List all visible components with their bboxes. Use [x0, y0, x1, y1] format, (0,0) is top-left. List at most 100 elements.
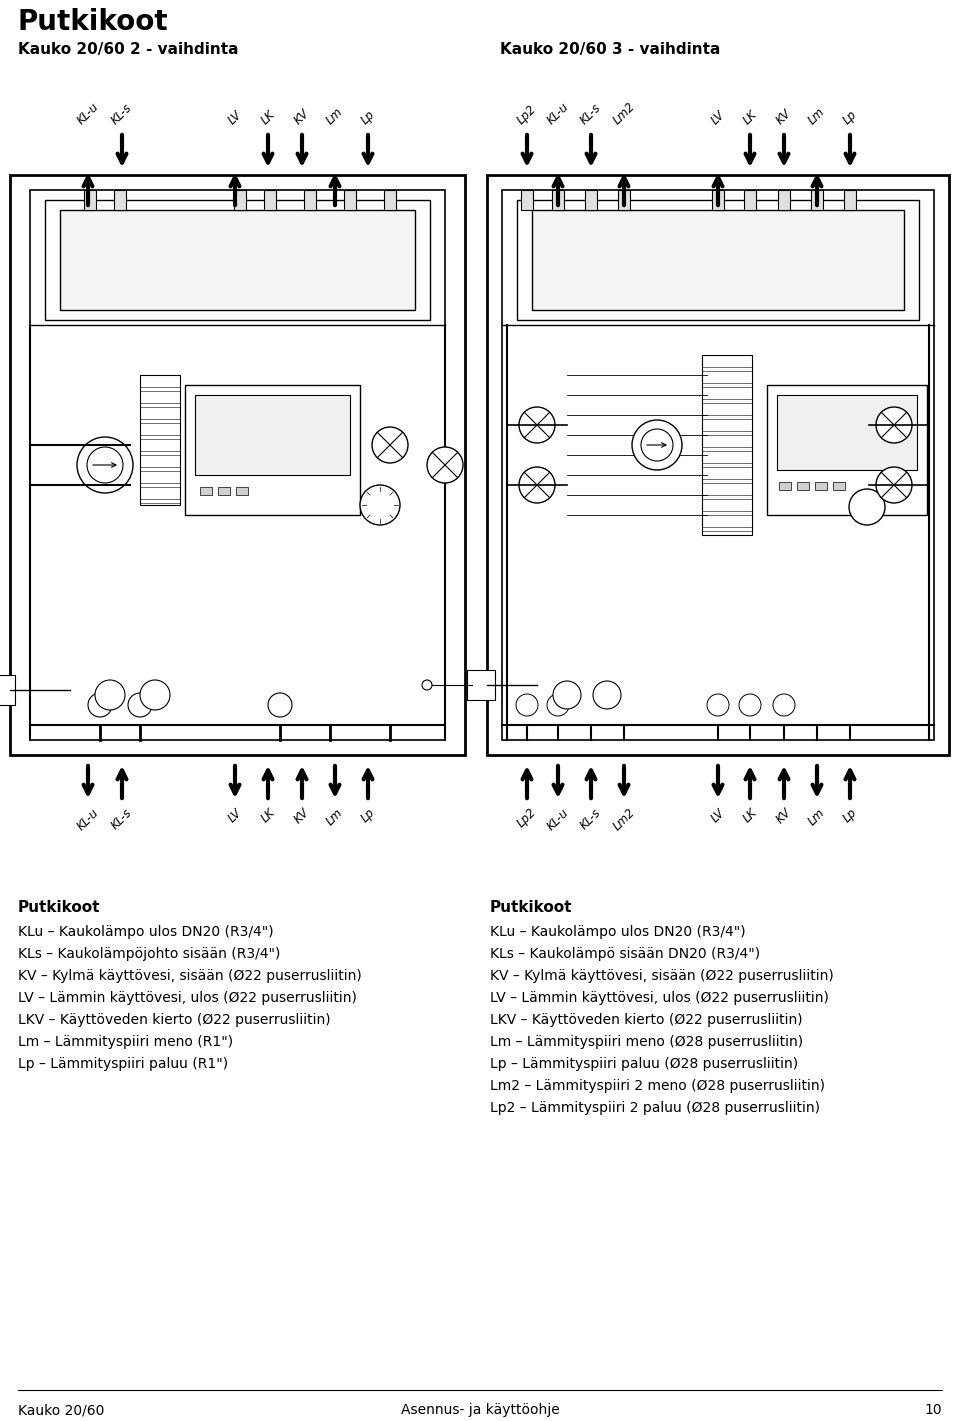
- Bar: [344, 190, 356, 210]
- Text: KLu – Kaukolämpo ulos DN20 (R3/4"): KLu – Kaukolämpo ulos DN20 (R3/4"): [18, 925, 274, 939]
- Text: LKV – Käyttöveden kierto (Ø22 puserrusliitin): LKV – Käyttöveden kierto (Ø22 puserrusli…: [490, 1013, 803, 1027]
- Text: KL-s: KL-s: [109, 101, 135, 126]
- Bar: [712, 190, 724, 210]
- Bar: [777, 395, 917, 470]
- Bar: [140, 375, 180, 504]
- Text: Kauko 20/60: Kauko 20/60: [18, 1403, 105, 1417]
- Bar: [502, 190, 934, 740]
- Circle shape: [876, 468, 912, 503]
- Text: KV: KV: [774, 107, 794, 126]
- Circle shape: [427, 448, 463, 483]
- Bar: [200, 487, 212, 495]
- Text: KV: KV: [292, 107, 312, 126]
- Circle shape: [95, 681, 125, 710]
- Text: LV: LV: [226, 806, 245, 824]
- Text: Lp2 – Lämmityspiiri 2 paluu (Ø28 puserrusliitin): Lp2 – Lämmityspiiri 2 paluu (Ø28 puserru…: [490, 1101, 820, 1115]
- Text: Lm2: Lm2: [611, 99, 637, 126]
- Text: KV – Kylmä käyttövesi, sisään (Ø22 puserrusliitin): KV – Kylmä käyttövesi, sisään (Ø22 puser…: [18, 969, 362, 983]
- Bar: [833, 482, 845, 490]
- Circle shape: [773, 693, 795, 716]
- Text: Lp – Lämmityspiiri paluu (Ø28 puserrusliitin): Lp – Lämmityspiiri paluu (Ø28 puserrusli…: [490, 1057, 798, 1071]
- Bar: [60, 210, 415, 310]
- Bar: [532, 210, 904, 310]
- Circle shape: [519, 406, 555, 443]
- Bar: [552, 190, 564, 210]
- Text: Lm – Lämmityspiiri meno (Ø28 puserrusliitin): Lm – Lämmityspiiri meno (Ø28 puserruslii…: [490, 1034, 804, 1049]
- Bar: [517, 200, 919, 320]
- Bar: [521, 190, 533, 210]
- Text: LK: LK: [740, 806, 759, 826]
- Text: Lm: Lm: [324, 806, 346, 828]
- Circle shape: [516, 693, 538, 716]
- Text: Kauko 20/60 3 - vaihdinta: Kauko 20/60 3 - vaihdinta: [500, 43, 720, 57]
- Circle shape: [128, 693, 152, 718]
- Text: LV: LV: [708, 108, 728, 126]
- Bar: [30, 190, 445, 740]
- Text: Lm2: Lm2: [611, 806, 637, 833]
- Bar: [185, 385, 360, 514]
- Text: Lm2 – Lämmityspiiri 2 meno (Ø28 puserrusliitin): Lm2 – Lämmityspiiri 2 meno (Ø28 puserrus…: [490, 1079, 825, 1093]
- Bar: [384, 190, 396, 210]
- Text: KL-s: KL-s: [109, 806, 135, 831]
- Text: Lm – Lämmityspiiri meno (R1"): Lm – Lämmityspiiri meno (R1"): [18, 1034, 233, 1049]
- Text: KL-u: KL-u: [544, 806, 571, 833]
- Circle shape: [593, 681, 621, 709]
- Text: KL-s: KL-s: [578, 806, 604, 831]
- Text: KL-s: KL-s: [578, 101, 604, 126]
- Bar: [84, 190, 96, 210]
- Bar: [218, 487, 230, 495]
- Bar: [234, 190, 246, 210]
- Text: LK: LK: [740, 108, 759, 126]
- Text: Lp – Lämmityspiiri paluu (R1"): Lp – Lämmityspiiri paluu (R1"): [18, 1057, 228, 1071]
- Text: LK: LK: [258, 806, 277, 826]
- Text: Putkikoot: Putkikoot: [18, 9, 169, 36]
- Text: Lm: Lm: [324, 105, 346, 126]
- Text: LK: LK: [258, 108, 277, 126]
- Bar: [467, 669, 495, 701]
- Text: Putkikoot: Putkikoot: [490, 899, 572, 915]
- Circle shape: [88, 693, 112, 718]
- Bar: [815, 482, 827, 490]
- Circle shape: [849, 489, 885, 524]
- Text: KV: KV: [774, 806, 794, 827]
- Circle shape: [140, 681, 170, 710]
- Bar: [618, 190, 630, 210]
- Bar: [45, 200, 430, 320]
- Text: Lp2: Lp2: [515, 102, 540, 126]
- Text: KV – Kylmä käyttövesi, sisään (Ø22 puserrusliitin): KV – Kylmä käyttövesi, sisään (Ø22 puser…: [490, 969, 833, 983]
- Text: Asennus- ja käyttöohje: Asennus- ja käyttöohje: [400, 1403, 560, 1417]
- Circle shape: [739, 693, 761, 716]
- Text: LV: LV: [708, 806, 728, 824]
- Bar: [585, 190, 597, 210]
- Text: Lp2: Lp2: [515, 806, 540, 830]
- Bar: [487, 175, 949, 755]
- Text: LKV – Käyttöveden kierto (Ø22 puserrusliitin): LKV – Käyttöveden kierto (Ø22 puserrusli…: [18, 1013, 330, 1027]
- Text: KLs – Kaukolämpöjohto sisään (R3/4"): KLs – Kaukolämpöjohto sisään (R3/4"): [18, 946, 280, 961]
- Text: KL-u: KL-u: [75, 806, 102, 833]
- Text: Kauko 20/60 2 - vaihdinta: Kauko 20/60 2 - vaihdinta: [18, 43, 238, 57]
- Text: Lp: Lp: [840, 806, 859, 826]
- Bar: [0, 675, 15, 705]
- Bar: [702, 355, 752, 534]
- Circle shape: [547, 693, 569, 716]
- Circle shape: [360, 485, 400, 524]
- Bar: [195, 395, 350, 475]
- Bar: [778, 190, 790, 210]
- Bar: [264, 190, 276, 210]
- Text: KV: KV: [292, 806, 312, 827]
- Text: Lm: Lm: [806, 105, 828, 126]
- Text: Lp: Lp: [358, 806, 377, 826]
- Bar: [844, 190, 856, 210]
- Bar: [779, 482, 791, 490]
- Circle shape: [876, 406, 912, 443]
- Circle shape: [519, 468, 555, 503]
- Bar: [304, 190, 316, 210]
- Text: Lm: Lm: [806, 806, 828, 828]
- Text: LV: LV: [226, 108, 245, 126]
- Circle shape: [77, 438, 133, 493]
- Circle shape: [632, 421, 682, 470]
- Bar: [811, 190, 823, 210]
- Text: Putkikoot: Putkikoot: [18, 899, 101, 915]
- Circle shape: [553, 681, 581, 709]
- Circle shape: [422, 681, 432, 691]
